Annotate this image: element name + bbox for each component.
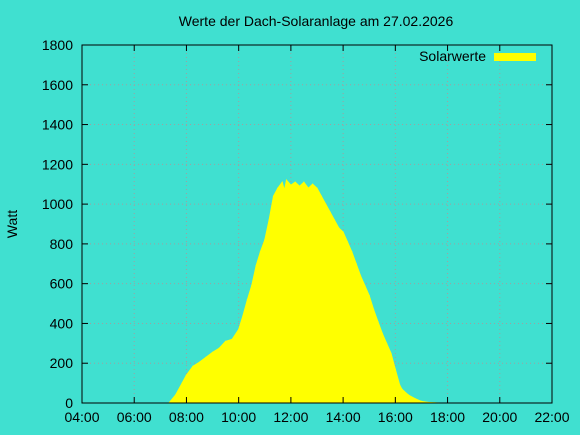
data-point [401, 388, 403, 390]
x-tick-label: 14:00 [326, 409, 361, 425]
data-point [333, 219, 335, 221]
data-point [264, 239, 266, 241]
y-tick-label: 1600 [42, 77, 73, 93]
y-tick-label: 800 [50, 236, 74, 252]
data-point [255, 265, 257, 267]
data-point [290, 184, 292, 186]
data-point [390, 352, 392, 354]
x-tick-label: 16:00 [378, 409, 413, 425]
data-point [351, 251, 353, 253]
x-tick-label: 06:00 [117, 409, 152, 425]
plot-frame [81, 44, 553, 404]
y-tick-label: 0 [65, 395, 73, 411]
x-tick-label: 22:00 [534, 409, 569, 425]
data-point [342, 231, 344, 233]
y-tick-label: 1000 [42, 196, 73, 212]
data-point [238, 328, 240, 330]
data-point [198, 361, 201, 363]
data-point [294, 181, 296, 183]
data-point [386, 342, 388, 344]
data-point [251, 285, 253, 287]
y-tick-label: 200 [50, 355, 74, 371]
data-point [373, 308, 375, 311]
data-point [246, 299, 248, 301]
data-point [316, 187, 318, 189]
y-tick-label: 1800 [42, 37, 73, 53]
data-point [192, 365, 194, 367]
data-point [338, 227, 340, 229]
data-point [175, 394, 177, 396]
legend-label-solarwerte: Solarwerte [419, 48, 486, 64]
data-point [259, 251, 261, 253]
legend: Solarwerte [419, 48, 536, 64]
data-point [181, 382, 183, 384]
data-point [205, 356, 207, 358]
data-point [185, 374, 187, 376]
data-point [231, 338, 233, 340]
x-tick-label: 10:00 [221, 409, 256, 425]
data-point [368, 295, 370, 297]
data-point [303, 181, 305, 183]
data-point [403, 390, 405, 392]
data-point [307, 187, 309, 189]
data-point [242, 314, 244, 317]
data-point [359, 275, 362, 277]
y-tick-labels: 0 200 400 600 800 1000 1200 1400 1600 1800 [42, 37, 73, 411]
data-point [346, 241, 349, 243]
x-tick-label: 18:00 [430, 409, 465, 425]
data-point [277, 187, 279, 189]
y-axis-label: Watt [4, 210, 20, 238]
x-tick-label: 08:00 [169, 409, 204, 425]
data-point [212, 351, 214, 353]
data-point [218, 347, 220, 349]
data-point [268, 219, 270, 221]
x-tick-label: 04:00 [64, 409, 99, 425]
ticks-layer [81, 44, 553, 404]
data-point [381, 332, 383, 334]
x-tick-labels: 04:00 06:00 08:00 10:00 12:00 14:00 16:00 18:00… [64, 409, 569, 425]
data-point [394, 368, 396, 370]
data-point [377, 320, 379, 323]
series-layer [167, 179, 440, 404]
data-point [299, 185, 301, 187]
y-tick-label: 1200 [42, 156, 73, 172]
y-tick-label: 600 [50, 276, 74, 292]
y-tick-label: 1400 [42, 117, 73, 133]
data-point [285, 179, 288, 181]
data-point [399, 384, 401, 386]
data-point [414, 398, 416, 400]
legend-swatch-solarwerte [494, 53, 536, 61]
chart-title: Werte der Dach-Solaranlage am 27.02.2026 [179, 13, 454, 29]
x-tick-label: 20:00 [482, 409, 517, 425]
data-point [283, 189, 285, 191]
data-point [364, 285, 366, 287]
data-point [420, 400, 422, 402]
y-tick-label: 400 [50, 315, 74, 331]
data-point [272, 195, 275, 197]
data-point [325, 203, 327, 205]
data-point [329, 211, 331, 213]
data-point [355, 263, 357, 265]
data-point [407, 394, 409, 396]
data-point [281, 181, 283, 183]
data-point [312, 183, 314, 185]
data-point [225, 340, 227, 342]
data-point [320, 195, 322, 197]
x-tick-label: 12:00 [273, 409, 308, 425]
